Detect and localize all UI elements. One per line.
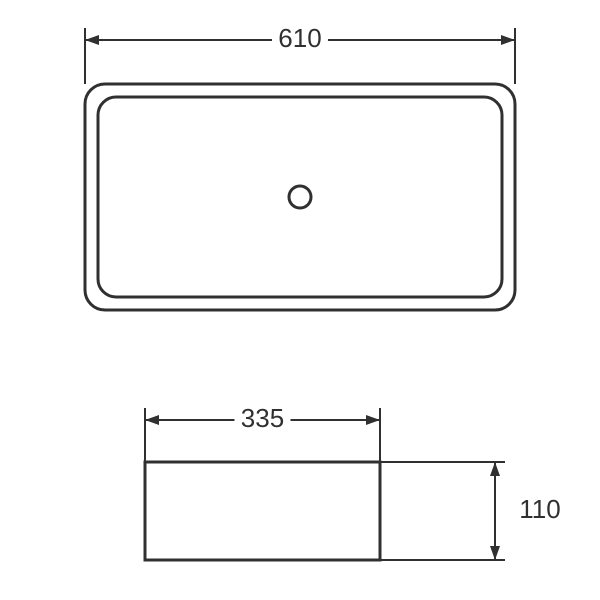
dimension-width-top: 610	[278, 23, 321, 53]
basin-inner	[98, 97, 502, 297]
drain-hole	[289, 186, 311, 208]
dimension-height-side: 110	[519, 494, 560, 524]
top-view: 610	[85, 23, 515, 310]
dimension-width-side: 335	[241, 403, 284, 433]
basin-outer	[85, 84, 515, 310]
side-view: 335 110	[145, 403, 561, 560]
basin-profile	[145, 462, 380, 560]
